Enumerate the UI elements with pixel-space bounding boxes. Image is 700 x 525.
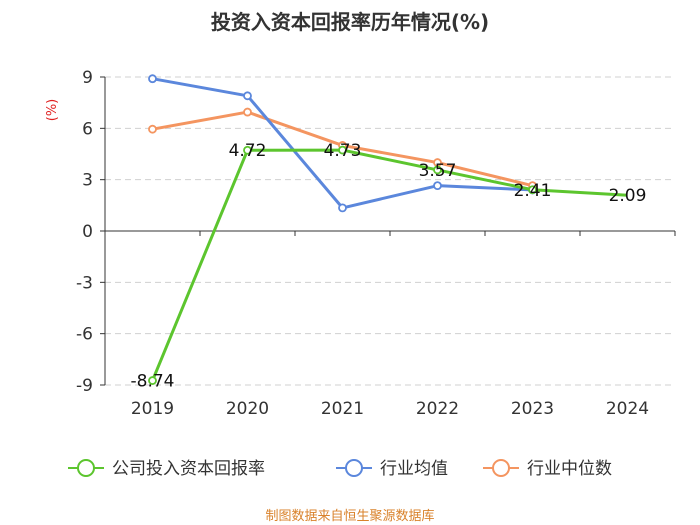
legend-item[interactable]: 行业中位数 bbox=[483, 459, 612, 479]
legend[interactable]: 公司投入资本回报率 行业均值 行业中位数 bbox=[68, 459, 612, 479]
y-tick-label: -9 bbox=[76, 376, 93, 396]
x-tick-label: 2024 bbox=[606, 399, 649, 419]
data-label: -8.74 bbox=[131, 372, 175, 392]
legend-swatch-marker bbox=[346, 460, 362, 476]
data-labels: -8.74 4.72 4.73 3.57 2.41 2.09 bbox=[131, 141, 647, 391]
axes: 9 6 3 0 -3 -6 -9 2019 2020 2021 2022 2023 2024 bbox=[76, 68, 675, 419]
y-tick-label: 0 bbox=[82, 222, 93, 242]
series-point bbox=[244, 92, 251, 99]
data-label: 2.41 bbox=[514, 181, 552, 201]
series-point bbox=[149, 126, 156, 133]
series-point bbox=[244, 109, 251, 116]
data-label: 2.09 bbox=[609, 186, 647, 206]
legend-swatch-marker bbox=[493, 460, 509, 476]
source-note: 制图数据来自恒生聚源数据库 bbox=[265, 508, 434, 524]
y-tick-label: 9 bbox=[82, 68, 93, 88]
y-tick-label: -3 bbox=[76, 273, 93, 293]
chart-title: 投资入资本回报率历年情况(%) bbox=[211, 10, 489, 34]
x-tick-label: 2019 bbox=[131, 399, 174, 419]
legend-label: 行业均值 bbox=[380, 459, 448, 479]
y-unit-label: (%) bbox=[45, 99, 60, 122]
y-tick-label: -6 bbox=[76, 325, 93, 345]
legend-label: 公司投入资本回报率 bbox=[112, 459, 265, 479]
legend-item[interactable]: 公司投入资本回报率 bbox=[68, 459, 265, 479]
data-label: 3.57 bbox=[419, 161, 457, 181]
y-tick-label: 3 bbox=[82, 171, 93, 191]
series-point bbox=[434, 182, 441, 189]
x-tick-label: 2022 bbox=[416, 399, 459, 419]
series-line bbox=[153, 150, 628, 380]
legend-swatch-marker bbox=[78, 460, 94, 476]
series-point bbox=[149, 75, 156, 82]
x-tick-label: 2021 bbox=[321, 399, 364, 419]
data-label: 4.73 bbox=[324, 141, 362, 161]
legend-item[interactable]: 行业均值 bbox=[336, 459, 448, 479]
x-tick-label: 2020 bbox=[226, 399, 269, 419]
y-tick-label: 6 bbox=[82, 119, 93, 139]
series-point bbox=[339, 204, 346, 211]
data-label: 4.72 bbox=[229, 141, 267, 161]
x-tick-label: 2023 bbox=[511, 399, 554, 419]
series-layer bbox=[149, 75, 628, 384]
legend-label: 行业中位数 bbox=[527, 459, 612, 479]
